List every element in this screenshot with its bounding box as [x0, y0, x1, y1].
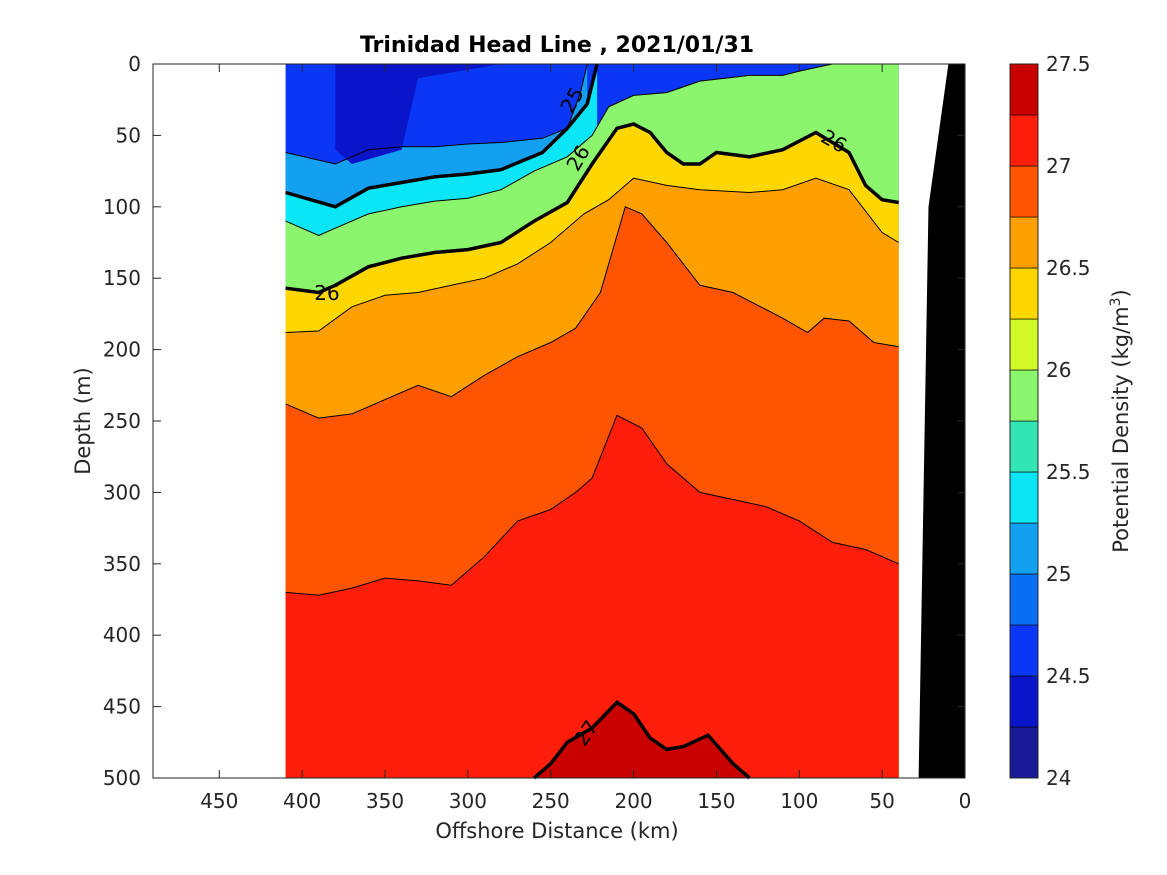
colorbar-segment	[1009, 675, 1039, 728]
y-tick-label: 300	[103, 480, 141, 504]
x-tick-label: 0	[959, 789, 972, 813]
y-tick-label: 0	[128, 52, 141, 76]
colorbar-tick-label: 24	[1046, 766, 1071, 790]
y-tick-label: 50	[116, 123, 141, 147]
colorbar-tick-label: 26	[1046, 358, 1071, 382]
colorbar-tick-label: 24.5	[1046, 664, 1091, 688]
colorbar-segment	[1009, 369, 1039, 422]
y-tick-label: 200	[103, 338, 141, 362]
colorbar-tick-label: 26.5	[1046, 256, 1091, 280]
y-tick-label: 250	[103, 409, 141, 433]
colorbar-label: Potential Density (kg/m3)	[1108, 289, 1133, 553]
colorbar-tick-label: 25.5	[1046, 460, 1091, 484]
colorbar-segment	[1009, 267, 1039, 320]
x-axis-label: Offshore Distance (km)	[435, 819, 678, 843]
colorbar-segment	[1009, 165, 1039, 218]
colorbar-tick-label: 25	[1046, 562, 1071, 586]
y-tick-label: 400	[103, 623, 141, 647]
isoline-27	[532, 700, 751, 780]
density-band-27	[534, 702, 750, 778]
x-tick-label: 200	[614, 789, 652, 813]
colorbar: 24 24.5 25 25.5 26 26.5 27 27.5	[1009, 52, 1091, 790]
colorbar-tick-label: 27.5	[1046, 52, 1091, 76]
isoline-25.5	[285, 63, 899, 236]
density-band-26.75	[285, 415, 899, 778]
x-tick-label: 400	[283, 789, 321, 813]
colorbar-segment	[1009, 522, 1039, 575]
x-tick-label: 150	[697, 789, 735, 813]
y-tick-label: 350	[103, 552, 141, 576]
density-band-patch	[285, 64, 593, 164]
colorbar-frame	[1009, 63, 1039, 779]
coastline-shelf-shape	[918, 64, 965, 778]
x-tick-label: 300	[449, 789, 487, 813]
colorbar-tick-label: 27	[1046, 154, 1071, 178]
isoline-26.25	[285, 177, 899, 333]
colorbar-segment	[1009, 63, 1039, 116]
colorbar-segment	[1009, 216, 1039, 269]
colorbar-label-superscript: 3	[1108, 297, 1124, 306]
isoline-26.5	[285, 206, 899, 419]
colorbar-segment	[1009, 420, 1039, 473]
axes: 450 400 350 300 250 200 150 100 50 00501001502002…	[103, 52, 972, 813]
colorbar-segment	[1009, 471, 1039, 524]
isoline-26.75	[285, 414, 899, 596]
y-axis-label: Depth (m)	[71, 367, 95, 474]
y-tick-label: 100	[103, 195, 141, 219]
isoline-contours	[285, 63, 899, 780]
chart-title: Trinidad Head Line , 2021/01/31	[360, 33, 754, 58]
contour-label-group: 26	[314, 281, 339, 305]
colorbar-label-close: )	[1109, 289, 1133, 297]
y-tick-label: 450	[103, 695, 141, 719]
isoline-26	[285, 122, 899, 295]
isoline-24.75	[285, 63, 588, 165]
x-tick-label: 250	[532, 789, 570, 813]
colorbar-segment	[1009, 114, 1039, 167]
coastline-shelf	[918, 64, 965, 778]
colorbar-segment	[1009, 624, 1039, 677]
contour-label: 26	[314, 281, 339, 305]
x-tick-label: 350	[366, 789, 404, 813]
x-tick-label: 450	[200, 789, 238, 813]
x-tick-label: 50	[869, 789, 894, 813]
colorbar-segment	[1009, 318, 1039, 371]
colorbar-segment	[1009, 726, 1039, 779]
colorbar-segment	[1009, 573, 1039, 626]
x-tick-label: 100	[780, 789, 818, 813]
density-bands	[285, 64, 899, 779]
colorbar-label-main: Potential Density (kg/m	[1109, 306, 1133, 552]
isoline-25	[285, 63, 599, 209]
y-tick-label: 150	[103, 266, 141, 290]
y-tick-label: 500	[103, 766, 141, 790]
